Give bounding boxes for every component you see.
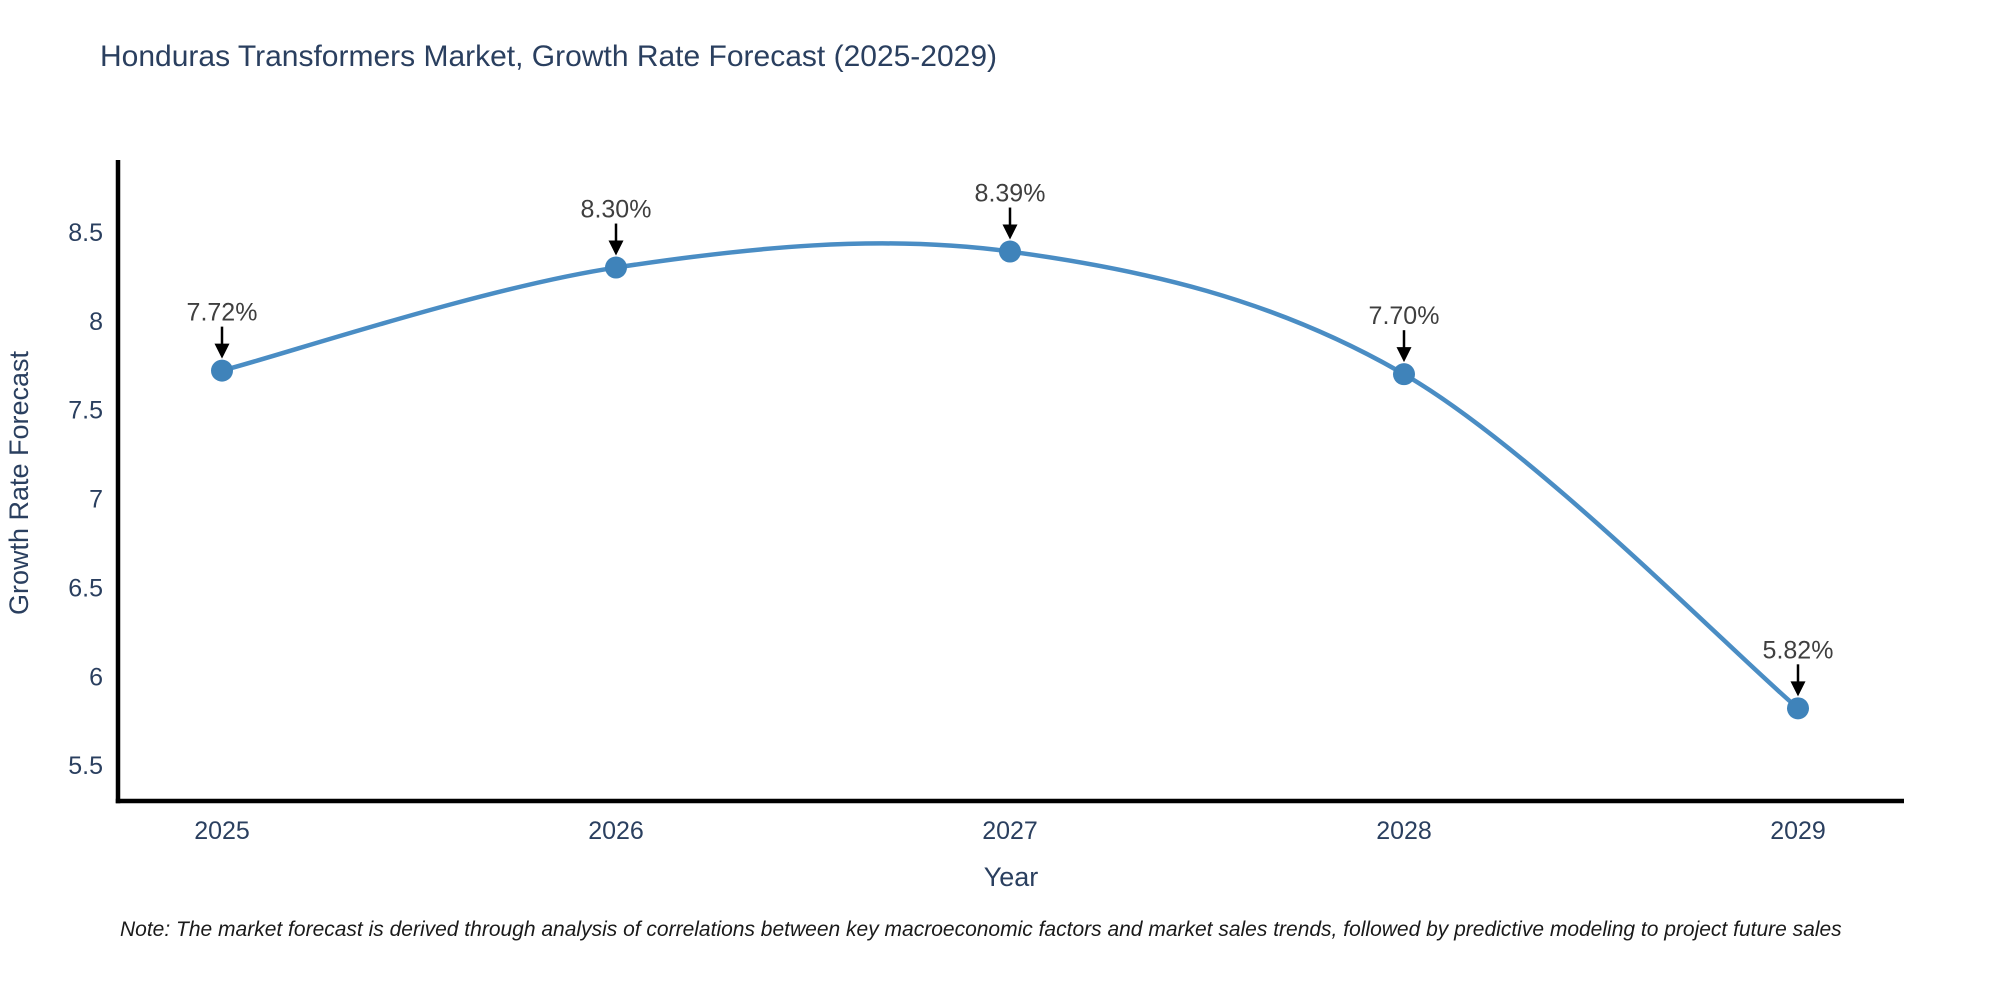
y-tick-label: 5.5 bbox=[68, 752, 103, 780]
footnote: Note: The market forecast is derived thr… bbox=[120, 918, 1842, 941]
y-tick-label: 8.5 bbox=[68, 219, 103, 247]
y-tick-label: 7.5 bbox=[68, 397, 103, 425]
x-tick-label: 2026 bbox=[588, 817, 644, 845]
data-point-marker bbox=[605, 256, 627, 279]
x-tick-label: 2025 bbox=[194, 817, 250, 845]
annotation-arrowhead-icon bbox=[1790, 681, 1806, 697]
annotation-arrowhead-icon bbox=[214, 343, 230, 359]
point-annotation-label: 7.70% bbox=[1369, 302, 1440, 330]
annotation-arrowhead-icon bbox=[1002, 224, 1018, 240]
x-tick-label: 2027 bbox=[982, 817, 1038, 845]
data-point-marker bbox=[999, 240, 1021, 263]
point-annotation-label: 5.82% bbox=[1763, 636, 1834, 664]
y-axis-title: Growth Rate Forecast bbox=[4, 350, 34, 615]
point-annotation-label: 7.72% bbox=[187, 299, 258, 327]
y-tick-label: 6 bbox=[89, 663, 103, 691]
point-annotation-label: 8.30% bbox=[581, 196, 652, 224]
point-annotation-label: 8.39% bbox=[975, 180, 1046, 208]
x-axis-title: Year bbox=[984, 862, 1039, 892]
x-tick-label: 2029 bbox=[1770, 817, 1826, 845]
x-tick-label: 2028 bbox=[1376, 817, 1432, 845]
data-point-marker bbox=[1393, 363, 1415, 386]
y-tick-label: 6.5 bbox=[68, 574, 103, 602]
annotation-arrowhead-icon bbox=[1396, 347, 1412, 363]
data-point-marker bbox=[211, 359, 233, 382]
y-tick-label: 7 bbox=[89, 486, 103, 514]
data-point-marker bbox=[1787, 697, 1809, 720]
annotation-arrowhead-icon bbox=[608, 240, 624, 256]
chart-title: Honduras Transformers Market, Growth Rat… bbox=[100, 40, 998, 73]
y-tick-label: 8 bbox=[89, 308, 103, 336]
series-line bbox=[219, 241, 1801, 711]
